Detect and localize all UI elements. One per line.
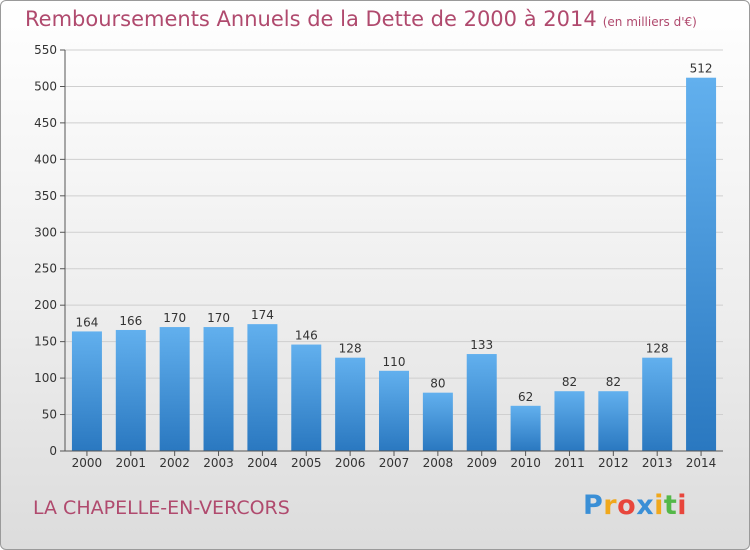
bar-value-label: 166 xyxy=(119,314,142,328)
bar-value-label: 128 xyxy=(339,342,362,356)
brand-letter: r xyxy=(603,490,618,521)
y-tick-label: 250 xyxy=(34,262,57,276)
brand-letter: i xyxy=(654,490,664,521)
bar-2000 xyxy=(71,331,102,451)
bar-2008 xyxy=(422,392,453,451)
y-tick-label: 300 xyxy=(34,225,57,239)
bar-2002 xyxy=(159,327,190,451)
bar-value-label: 110 xyxy=(383,355,406,369)
bar-2007 xyxy=(379,370,409,451)
bar-value-label: 82 xyxy=(562,375,577,389)
bar-value-label: 170 xyxy=(163,311,186,325)
x-tick-label: 2001 xyxy=(116,456,147,470)
bar-2013 xyxy=(642,357,673,451)
x-tick-label: 2008 xyxy=(423,456,454,470)
bar-2001 xyxy=(115,329,146,451)
x-tick-label: 2000 xyxy=(72,456,103,470)
x-tick-label: 2002 xyxy=(159,456,190,470)
y-tick-label: 350 xyxy=(34,189,57,203)
brand-logo: Proxiti xyxy=(583,490,687,521)
bar-2010 xyxy=(510,405,541,451)
bar-2014 xyxy=(686,77,717,452)
bar-value-label: 133 xyxy=(470,338,493,352)
bar-2003 xyxy=(203,327,234,451)
bar-value-label: 128 xyxy=(646,342,669,356)
bar-value-label: 170 xyxy=(207,311,230,325)
x-tick-label: 2012 xyxy=(598,456,629,470)
bar-value-label: 80 xyxy=(430,377,445,391)
chart-title: Remboursements Annuels de la Dette de 20… xyxy=(25,7,697,31)
y-tick-label: 400 xyxy=(34,152,57,166)
chart-subtitle: (en milliers d'€) xyxy=(602,15,697,29)
x-tick-label: 2005 xyxy=(291,456,322,470)
x-tick-label: 2011 xyxy=(554,456,585,470)
bar-value-label: 174 xyxy=(251,308,274,322)
x-tick-label: 2003 xyxy=(203,456,234,470)
bar-2012 xyxy=(598,391,629,451)
bar-value-label: 512 xyxy=(690,62,713,76)
x-tick-label: 2009 xyxy=(466,456,497,470)
y-tick-label: 450 xyxy=(34,116,57,130)
y-tick-label: 550 xyxy=(34,43,57,57)
bar-value-label: 62 xyxy=(518,390,533,404)
bar-2009 xyxy=(466,354,497,451)
x-tick-label: 2014 xyxy=(686,456,717,470)
location-label: LA CHAPELLE-EN-VERCORS xyxy=(33,497,290,519)
y-tick-label: 150 xyxy=(34,335,57,349)
y-tick-label: 50 xyxy=(42,408,57,422)
brand-letter: P xyxy=(583,490,604,521)
brand-letter: i xyxy=(677,490,688,521)
x-tick-label: 2004 xyxy=(247,456,278,470)
bar-value-label: 146 xyxy=(295,329,318,343)
chart-title-text: Remboursements Annuels de la Dette de 20… xyxy=(25,7,597,31)
bar-2004 xyxy=(247,324,278,451)
bar-2011 xyxy=(554,391,585,451)
x-tick-label: 2013 xyxy=(642,456,673,470)
brand-letter: x xyxy=(636,490,655,521)
y-tick-label: 0 xyxy=(49,444,57,458)
y-tick-label: 200 xyxy=(34,298,57,312)
x-tick-label: 2007 xyxy=(379,456,410,470)
y-tick-label: 500 xyxy=(34,79,57,93)
bar-2006 xyxy=(335,357,366,451)
bar-2005 xyxy=(291,344,322,451)
brand-letter: t xyxy=(663,490,678,521)
x-tick-label: 2010 xyxy=(510,456,541,470)
bar-value-label: 164 xyxy=(75,315,98,329)
brand-letter: o xyxy=(617,490,637,521)
x-tick-label: 2006 xyxy=(335,456,366,470)
bar-value-label: 82 xyxy=(606,375,621,389)
y-tick-label: 100 xyxy=(34,371,57,385)
